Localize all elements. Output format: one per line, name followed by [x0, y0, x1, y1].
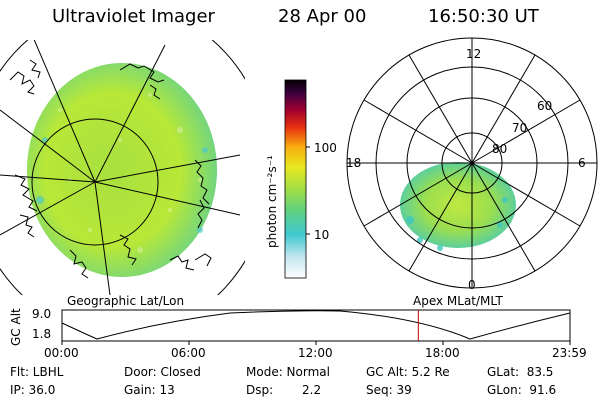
filter-status: Flt: LBHL — [10, 365, 64, 379]
right-panel-caption: Apex MLat/MLT — [413, 294, 503, 308]
altitude-ytick-1: 1.8 — [32, 327, 52, 341]
meridian-lines — [0, 40, 241, 295]
dsp-status-label: Dsp: — [246, 383, 274, 397]
altitude-xtick-1200: 12:00 — [298, 346, 333, 360]
altitude-plot-frame — [61, 309, 571, 342]
date-label: 28 Apr 00 — [278, 6, 367, 27]
altitude-curve — [61, 310, 571, 340]
instrument-title: Ultraviolet Imager — [52, 6, 215, 27]
mlat-label-60: 60 — [537, 99, 553, 113]
gain-status: Gain: 13 — [124, 383, 175, 397]
altitude-ylabel: GC Alt — [9, 308, 23, 346]
altitude-xtick-2359: 23:59 — [552, 346, 587, 360]
colorbar-label-100: 100 — [314, 141, 337, 155]
mlt-label-0: 0 — [468, 278, 476, 292]
door-status: Door: Closed — [124, 365, 201, 379]
mlat-label-70: 70 — [512, 121, 528, 135]
altitude-xtick-0600: 06:00 — [171, 346, 206, 360]
mlt-lines — [347, 38, 597, 288]
geographic-map — [0, 40, 245, 295]
altitude-xtick-0000: 00:00 — [44, 346, 79, 360]
altitude-plot — [61, 309, 571, 345]
mlt-label-6: 6 — [578, 156, 586, 170]
mode-status: Mode: Normal — [246, 365, 330, 379]
colorbar-unit: photon cm⁻²s⁻¹ — [265, 155, 279, 248]
glat-status: GLat: 83.5 — [487, 365, 554, 379]
left-panel-caption: Geographic Lat/Lon — [67, 294, 185, 308]
colorbar-label-10: 10 — [314, 228, 330, 242]
altitude-ytick-9: 9.0 — [32, 307, 52, 321]
image-noise-left — [58, 93, 202, 253]
colorbar — [284, 79, 307, 279]
time-label: 16:50:30 UT — [428, 6, 539, 27]
altitude-x-ticks — [61, 341, 571, 345]
glon-status: GLon: 91.6 — [487, 383, 557, 397]
dsp-status-value: 2.2 — [302, 383, 322, 397]
latitude-circles — [0, 40, 245, 295]
mlt-label-12: 12 — [466, 47, 482, 61]
altitude-xtick-1800: 18:00 — [425, 346, 460, 360]
mlat-label-80: 80 — [492, 142, 508, 156]
auroral-image-right — [400, 162, 516, 248]
auroral-image-left — [27, 63, 217, 277]
ip-status: IP: 36.0 — [10, 383, 56, 397]
mlt-label-18: 18 — [346, 156, 362, 170]
polar-map — [346, 37, 598, 289]
gc-alt-status: GC Alt: 5.2 Re — [366, 365, 450, 379]
coastlines — [9, 59, 212, 279]
seq-status: Seq: 39 — [366, 383, 412, 397]
